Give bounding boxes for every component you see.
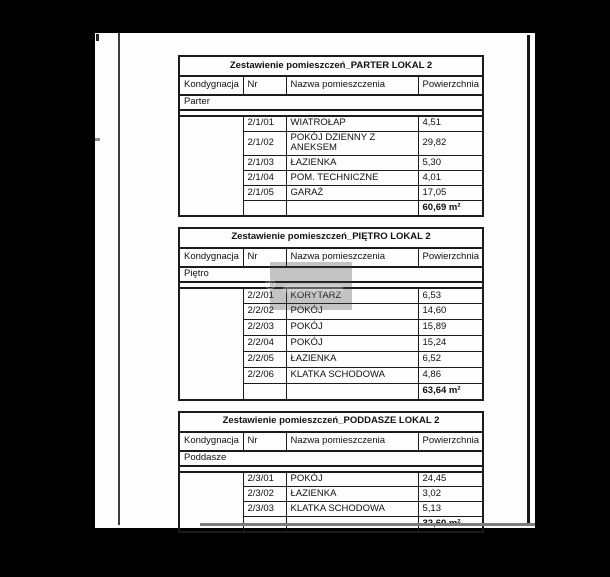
- column-header-nazwa: Nazwa pomieszczenia: [286, 247, 419, 268]
- room-row: 2/1/02 POKÓJ DZIENNY Z ANEKSEM 29,82: [179, 131, 483, 157]
- room-row: 2/2/06 KLATKA SCHODOWA 4,86: [179, 367, 484, 385]
- column-header-kondygnacja: Kondygnacja: [179, 76, 244, 96]
- column-header-nr: Nr: [243, 76, 287, 96]
- column-header-kondygnacja: Kondygnacja: [179, 431, 244, 452]
- room-name: POKÓJ DZIENNY Z ANEKSEM: [286, 131, 419, 157]
- room-name: KLATKA SCHODOWA: [286, 501, 419, 518]
- room-row: 2/1/03 ŁAZIENKA 5,30: [179, 155, 483, 172]
- table-title: Zestawienie pomieszczeń_PODDASZE LOKAL 2: [179, 411, 483, 433]
- room-nr: 2/1/03: [243, 155, 287, 172]
- page-left-border-line: [118, 33, 120, 525]
- room-nr: 2/1/01: [243, 115, 287, 132]
- room-area: 5,13: [418, 501, 483, 518]
- total-area: 60,69 m²: [418, 200, 483, 217]
- room-area: 6,53: [418, 286, 484, 305]
- room-nr: 2/2/06: [243, 367, 287, 385]
- room-nr: 2/2/02: [243, 303, 287, 321]
- room-area: 15,89: [418, 319, 484, 337]
- total-row: 60,69 m²: [179, 200, 483, 217]
- room-nr: 2/2/01: [243, 286, 287, 305]
- room-name: KORYTARZ: [286, 286, 419, 305]
- room-row: 2/2/04 POKÓJ 15,24: [179, 335, 484, 353]
- page-right-border-line: [527, 35, 530, 525]
- room-area: 14,60: [418, 303, 484, 321]
- crop-mark-left: [95, 138, 100, 141]
- room-row: 2/2/01 KORYTARZ 6,53: [179, 286, 484, 400]
- room-nr: 2/2/03: [243, 319, 287, 337]
- column-header-nazwa: Nazwa pomieszczenia: [286, 431, 419, 452]
- room-nr: 2/3/01: [243, 470, 287, 488]
- total-area: 63,64 m²: [418, 383, 484, 401]
- room-row: 2/2/05 ŁAZIENKA 6,52: [179, 351, 484, 369]
- kondygnacja-cell: [179, 470, 244, 532]
- room-area: 24,45: [418, 470, 483, 488]
- room-area: 6,52: [418, 351, 484, 369]
- room-area: 15,24: [418, 335, 484, 353]
- table-title: Zestawienie pomieszczeń_PIĘTRO LOKAL 2: [179, 227, 484, 249]
- room-row: 2/3/02 ŁAZIENKA 3,02: [179, 486, 483, 503]
- kondygnacja-cell: [179, 286, 244, 400]
- room-name: POKÓJ: [286, 470, 419, 488]
- room-row: 2/1/01 WIATROŁAP 4,51: [179, 115, 483, 216]
- room-nr: 2/1/05: [243, 185, 287, 202]
- watermark: ©: [265, 262, 352, 310]
- room-name: POKÓJ: [286, 335, 419, 353]
- copyright-icon: ©: [265, 276, 276, 292]
- room-name: ŁAZIENKA: [286, 155, 419, 172]
- room-row: 2/3/03 KLATKA SCHODOWA 5,13: [179, 501, 483, 518]
- room-table-pietro: Zestawienie pomieszczeń_PIĘTRO LOKAL 2 K…: [178, 226, 485, 401]
- room-nr: 2/2/04: [243, 335, 287, 353]
- room-area: 4,01: [418, 170, 483, 187]
- column-header-nr: Nr: [243, 431, 287, 452]
- room-name: ŁAZIENKA: [286, 351, 419, 369]
- column-header-nr: Nr: [243, 247, 287, 268]
- room-area: 4,86: [418, 367, 484, 385]
- watermark-blurred-text: [283, 285, 343, 293]
- column-header-powierzchnia: Powierzchnia: [418, 431, 483, 452]
- room-name: KLATKA SCHODOWA: [286, 367, 419, 385]
- room-area: 29,82: [418, 131, 483, 157]
- room-area: 4,51: [418, 115, 483, 132]
- kondygnacja-cell: [179, 115, 244, 216]
- floor-label: Piętro: [179, 266, 484, 283]
- room-table-parter: Zestawienie pomieszczeń_PARTER LOKAL 2 K…: [178, 55, 484, 217]
- room-row: 2/2/02 POKÓJ 14,60: [179, 303, 484, 321]
- room-name: POM. TECHNICZNE: [286, 170, 419, 187]
- room-row: 2/2/03 POKÓJ 15,89: [179, 319, 484, 337]
- document-page: Zestawienie pomieszczeń_PARTER LOKAL 2 K…: [95, 33, 535, 533]
- crop-mark-top: [96, 34, 99, 41]
- room-nr: 2/2/05: [243, 351, 287, 369]
- room-name: WIATROŁAP: [286, 115, 419, 132]
- room-nr: 2/3/03: [243, 501, 287, 518]
- column-header-powierzchnia: Powierzchnia: [418, 247, 484, 268]
- room-name: ŁAZIENKA: [286, 486, 419, 503]
- total-row: 63,64 m²: [179, 383, 484, 401]
- room-table-poddasze: Zestawienie pomieszczeń_PODDASZE LOKAL 2…: [178, 410, 484, 533]
- room-area: 5,30: [418, 155, 483, 172]
- column-header-nazwa: Nazwa pomieszczenia: [286, 76, 419, 96]
- floor-label: Parter: [179, 95, 483, 111]
- floor-label: Poddasze: [179, 450, 483, 467]
- room-row: 2/1/05 GARAŻ 17,05: [179, 185, 483, 202]
- table-title: Zestawienie pomieszczeń_PARTER LOKAL 2: [179, 56, 483, 77]
- room-name: POKÓJ: [286, 303, 419, 321]
- room-nr: 2/1/02: [243, 131, 287, 157]
- room-name: POKÓJ: [286, 319, 419, 337]
- room-area: 17,05: [418, 185, 483, 202]
- column-header-powierzchnia: Powierzchnia: [418, 76, 483, 96]
- room-nr: 2/3/02: [243, 486, 287, 503]
- column-header-kondygnacja: Kondygnacja: [179, 247, 244, 268]
- page-bottom-edge-shadow: [200, 523, 535, 526]
- room-row: 2/3/01 POKÓJ 24,45: [179, 470, 483, 532]
- room-row: 2/1/04 POM. TECHNICZNE 4,01: [179, 170, 483, 187]
- room-nr: 2/1/04: [243, 170, 287, 187]
- room-name: GARAŻ: [286, 185, 419, 202]
- room-area: 3,02: [418, 486, 483, 503]
